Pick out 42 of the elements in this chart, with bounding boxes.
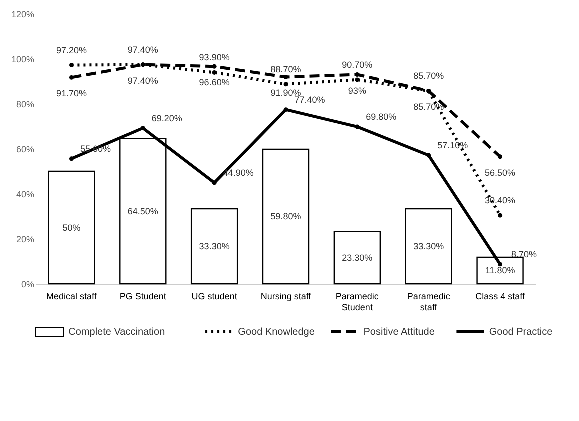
data-label: 93.90% bbox=[199, 52, 230, 63]
data-label: 97.20% bbox=[56, 45, 87, 56]
data-label: 59.80% bbox=[270, 212, 302, 222]
legend-label: Complete Vaccination bbox=[68, 327, 166, 338]
data-label: 56.50% bbox=[485, 168, 516, 178]
data-label: 77.40% bbox=[294, 94, 326, 105]
data-label: 88.70% bbox=[270, 64, 302, 74]
data-label: 8.70% bbox=[512, 249, 538, 260]
data-label: 57.10% bbox=[438, 140, 468, 151]
data-label: 91.70% bbox=[56, 88, 87, 99]
x-tick-label: UG student bbox=[192, 292, 238, 302]
y-tick-label: 80% bbox=[16, 100, 34, 110]
y-tick-label: 20% bbox=[16, 234, 34, 244]
data-label: 85.70% bbox=[414, 71, 444, 82]
y-tick-label: 0% bbox=[21, 280, 34, 290]
data-label: 33.30% bbox=[199, 242, 230, 252]
x-tick-label: PG Student bbox=[120, 292, 167, 302]
legend-label: Good Knowledge bbox=[238, 327, 316, 338]
data-label: 50% bbox=[62, 222, 81, 233]
data-label: 97.40% bbox=[128, 44, 158, 55]
x-tick-label: Medical staff bbox=[46, 292, 98, 302]
data-label: 96.60% bbox=[199, 78, 230, 88]
legend-label: Good Practice bbox=[489, 327, 554, 338]
data-label: 23.30% bbox=[342, 252, 373, 263]
data-label: 30.40% bbox=[485, 196, 516, 206]
data-label: 69.80% bbox=[366, 112, 397, 122]
x-tick-label: Class 4 staff bbox=[476, 292, 526, 302]
data-label: 33.30% bbox=[414, 242, 444, 252]
data-label: 64.50% bbox=[128, 206, 158, 216]
x-tick-label: Paramedic staff bbox=[407, 292, 451, 312]
y-tick-label: 60% bbox=[16, 144, 34, 154]
data-label: 11.80% bbox=[485, 266, 516, 276]
data-label: 93% bbox=[348, 86, 366, 96]
x-tick-label: Paramedic Student bbox=[336, 292, 380, 312]
y-tick-label: 120% bbox=[11, 10, 34, 20]
x-tick-label: Nursing staff bbox=[260, 292, 312, 302]
data-label: 97.40% bbox=[128, 76, 158, 86]
y-tick-label: 100% bbox=[11, 54, 34, 64]
legend-label: Positive Attitude bbox=[364, 327, 436, 338]
y-tick-label: 40% bbox=[16, 190, 34, 200]
data-label: 90.70% bbox=[342, 60, 373, 70]
data-label: 69.20% bbox=[152, 113, 182, 124]
